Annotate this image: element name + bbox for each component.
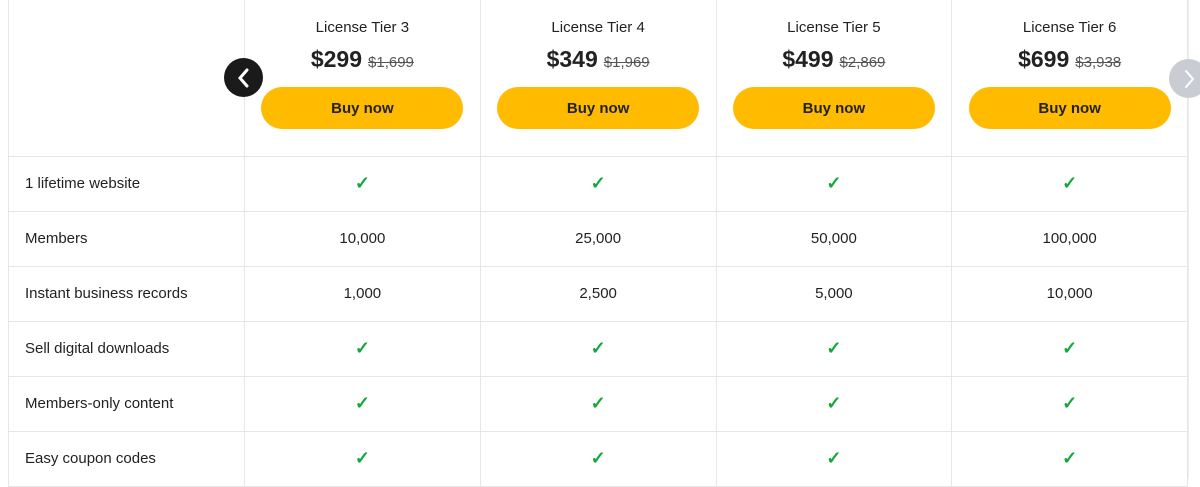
feature-value: 10,000 <box>1046 285 1093 302</box>
check-icon: ✓ <box>354 338 370 358</box>
feature-cell: ✓ <box>244 375 481 432</box>
feature-label: 1 lifetime website <box>8 155 245 212</box>
check-icon: ✓ <box>826 448 842 468</box>
feature-label: Members-only content <box>8 375 245 432</box>
empty-corner-cell <box>8 0 245 157</box>
feature-row: Sell digital downloads ✓ ✓ ✓ ✓ <box>8 320 1188 377</box>
chevron-right-icon <box>1184 69 1194 88</box>
check-icon: ✓ <box>354 448 370 468</box>
feature-row: 1 lifetime website ✓ ✓ ✓ ✓ <box>8 155 1188 212</box>
check-icon: ✓ <box>826 393 842 413</box>
feature-cell: 1,000 <box>244 265 481 322</box>
pricing-table: License Tier 3 $299 $1,699 Buy now License… <box>8 0 1188 487</box>
check-icon: ✓ <box>354 173 370 193</box>
feature-cell: ✓ <box>479 320 717 377</box>
tier-title: License Tier 6 <box>1022 19 1117 36</box>
feature-label: Sell digital downloads <box>8 320 245 377</box>
original-price: $3,938 <box>1075 54 1122 71</box>
tier-price: $349 $1,969 <box>481 46 716 73</box>
tier-column-3: License Tier 3 $299 $1,699 Buy now <box>244 0 481 157</box>
feature-row: Members-only content ✓ ✓ ✓ ✓ <box>8 375 1188 432</box>
feature-label: Easy coupon codes <box>8 430 245 487</box>
feature-label: Instant business records <box>8 265 245 322</box>
feature-cell: ✓ <box>715 375 953 432</box>
previous-button[interactable] <box>224 58 263 97</box>
current-price: $499 <box>782 46 834 72</box>
check-icon: ✓ <box>1062 448 1078 468</box>
feature-value: 10,000 <box>339 230 386 247</box>
check-icon: ✓ <box>1062 338 1078 358</box>
check-icon: ✓ <box>826 173 842 193</box>
feature-cell: ✓ <box>479 155 717 212</box>
current-price: $349 <box>546 46 598 72</box>
check-icon: ✓ <box>590 173 606 193</box>
check-icon: ✓ <box>590 338 606 358</box>
tier-price: $499 $2,869 <box>717 46 952 73</box>
feature-value: 1,000 <box>343 285 382 302</box>
tier-title: License Tier 3 <box>315 19 410 36</box>
tier-header-row: License Tier 3 $299 $1,699 Buy now License… <box>8 0 1188 157</box>
feature-cell: ✓ <box>479 375 717 432</box>
scrollbar[interactable] <box>1188 0 1200 479</box>
feature-value: 5,000 <box>815 285 853 302</box>
original-price: $2,869 <box>839 54 886 71</box>
feature-label: Members <box>8 210 245 267</box>
original-price: $1,699 <box>368 54 414 71</box>
feature-value: 25,000 <box>575 230 622 247</box>
feature-cell: 10,000 <box>951 265 1188 322</box>
tier-title: License Tier 5 <box>787 19 881 36</box>
feature-cell: 50,000 <box>715 210 953 267</box>
tier-column-5: License Tier 5 $499 $2,869 Buy now <box>715 0 953 157</box>
feature-cell: 5,000 <box>715 265 953 322</box>
feature-cell: 25,000 <box>479 210 717 267</box>
current-price: $299 <box>310 46 363 72</box>
feature-cell: ✓ <box>951 375 1188 432</box>
buy-now-button[interactable]: Buy now <box>732 87 935 129</box>
check-icon: ✓ <box>590 448 606 468</box>
feature-cell: ✓ <box>951 430 1188 487</box>
next-button[interactable] <box>1169 59 1200 98</box>
check-icon: ✓ <box>826 338 842 358</box>
feature-cell: ✓ <box>479 430 717 487</box>
feature-cell: ✓ <box>244 320 481 377</box>
buy-now-button[interactable]: Buy now <box>261 87 464 129</box>
original-price: $1,969 <box>603 54 650 71</box>
check-icon: ✓ <box>590 393 606 413</box>
feature-cell: ✓ <box>244 430 481 487</box>
feature-cell: ✓ <box>244 155 481 212</box>
feature-row: Members 10,000 25,000 50,000 100,000 <box>8 210 1188 267</box>
feature-row: Instant business records 1,000 2,500 5,000 1… <box>8 265 1188 322</box>
tier-price: $299 $1,699 <box>245 46 480 73</box>
feature-cell: ✓ <box>951 155 1188 212</box>
feature-cell: 2,500 <box>479 265 717 322</box>
tier-price: $699 $3,938 <box>952 46 1187 73</box>
feature-row: Easy coupon codes ✓ ✓ ✓ ✓ <box>8 430 1188 487</box>
buy-now-button[interactable]: Buy now <box>497 87 700 129</box>
chevron-left-icon <box>237 68 248 87</box>
check-icon: ✓ <box>1062 173 1078 193</box>
feature-cell: ✓ <box>715 430 953 487</box>
feature-value: 50,000 <box>810 230 857 247</box>
tier-column-6: License Tier 6 $699 $3,938 Buy now <box>951 0 1188 157</box>
feature-cell: ✓ <box>715 320 953 377</box>
feature-value: 100,000 <box>1042 230 1097 247</box>
buy-now-button[interactable]: Buy now <box>968 87 1171 129</box>
feature-cell: 10,000 <box>244 210 481 267</box>
feature-cell: ✓ <box>951 320 1188 377</box>
tier-title: License Tier 4 <box>551 19 645 36</box>
feature-value: 2,500 <box>579 285 617 302</box>
current-price: $699 <box>1018 46 1070 72</box>
check-icon: ✓ <box>354 393 370 413</box>
check-icon: ✓ <box>1062 393 1078 413</box>
feature-cell: 100,000 <box>951 210 1188 267</box>
feature-cell: ✓ <box>715 155 953 212</box>
tier-column-4: License Tier 4 $349 $1,969 Buy now <box>479 0 717 157</box>
